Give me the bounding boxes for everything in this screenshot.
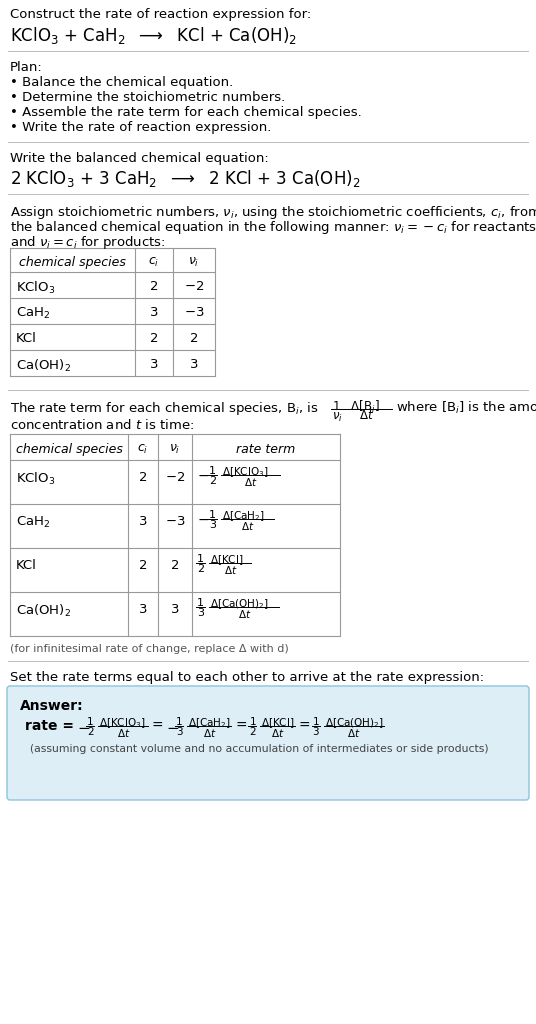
Text: $\Delta$[KClO$_3$]: $\Delta$[KClO$_3$] (99, 716, 145, 730)
Text: 3: 3 (171, 603, 179, 616)
Text: 2: 2 (197, 564, 204, 574)
Text: 1: 1 (209, 510, 216, 520)
Text: $-$: $-$ (166, 719, 179, 734)
Text: =: = (235, 719, 247, 733)
Text: Write the balanced chemical equation:: Write the balanced chemical equation: (10, 152, 269, 165)
Text: • Determine the stoichiometric numbers.: • Determine the stoichiometric numbers. (10, 91, 285, 104)
Text: 3: 3 (190, 358, 198, 371)
Text: 2: 2 (87, 727, 94, 737)
Text: $-3$: $-3$ (184, 306, 204, 319)
Text: KCl: KCl (16, 559, 37, 572)
Text: 2 KClO$_3$ + 3 CaH$_2$  $\longrightarrow$  2 KCl + 3 Ca(OH)$_2$: 2 KClO$_3$ + 3 CaH$_2$ $\longrightarrow$… (10, 168, 361, 189)
Text: Assign stoichiometric numbers, $\nu_i$, using the stoichiometric coefficients, $: Assign stoichiometric numbers, $\nu_i$, … (10, 204, 536, 221)
Text: $-$: $-$ (197, 468, 209, 482)
Text: 1: 1 (197, 554, 204, 564)
Text: $\Delta t$: $\Delta t$ (203, 727, 217, 739)
Text: $-2$: $-2$ (184, 280, 204, 293)
Text: =: = (299, 719, 310, 733)
Text: rate =: rate = (25, 719, 74, 733)
Text: (for infinitesimal rate of change, replace Δ with d): (for infinitesimal rate of change, repla… (10, 644, 289, 654)
Text: $\nu_i$     $\Delta t$: $\nu_i$ $\Delta t$ (332, 409, 375, 424)
Text: 2: 2 (209, 476, 216, 486)
Text: 2: 2 (150, 280, 158, 293)
Text: Construct the rate of reaction expression for:: Construct the rate of reaction expressio… (10, 8, 311, 22)
Text: Ca(OH)$_2$: Ca(OH)$_2$ (16, 603, 71, 620)
Text: chemical species: chemical species (19, 256, 126, 269)
Text: 3: 3 (312, 727, 319, 737)
Text: 1: 1 (209, 466, 216, 476)
Text: $\Delta$[Ca(OH)$_2$]: $\Delta$[Ca(OH)$_2$] (210, 597, 269, 610)
Text: • Balance the chemical equation.: • Balance the chemical equation. (10, 76, 233, 89)
Text: 1: 1 (249, 717, 256, 727)
Text: $\Delta$[KCl]: $\Delta$[KCl] (262, 716, 295, 730)
Text: $\Delta$[CaH$_2$]: $\Delta$[CaH$_2$] (188, 716, 230, 730)
Text: $-3$: $-3$ (165, 515, 185, 528)
Text: $c_i$: $c_i$ (137, 443, 148, 456)
Text: $\Delta$[KClO$_3$]: $\Delta$[KClO$_3$] (222, 465, 269, 479)
Text: and $\nu_i = c_i$ for products:: and $\nu_i = c_i$ for products: (10, 234, 166, 251)
Text: $-$: $-$ (197, 512, 209, 526)
Text: $\Delta t$: $\Delta t$ (271, 727, 285, 739)
Text: rate term: rate term (236, 443, 296, 456)
Text: CaH$_2$: CaH$_2$ (16, 306, 50, 322)
FancyBboxPatch shape (7, 686, 529, 800)
Text: 2: 2 (249, 727, 256, 737)
Text: $\Delta t$: $\Delta t$ (347, 727, 361, 739)
Text: $\Delta t$: $\Delta t$ (117, 727, 130, 739)
Text: Answer:: Answer: (20, 699, 84, 713)
Text: 3: 3 (139, 515, 147, 528)
Text: 3: 3 (209, 520, 216, 530)
Text: the balanced chemical equation in the following manner: $\nu_i = -c_i$ for react: the balanced chemical equation in the fo… (10, 219, 536, 236)
Text: 3: 3 (176, 727, 182, 737)
Text: KClO$_3$: KClO$_3$ (16, 280, 55, 296)
Text: KCl: KCl (16, 332, 37, 345)
Text: 3: 3 (197, 608, 204, 618)
Text: Set the rate terms equal to each other to arrive at the rate expression:: Set the rate terms equal to each other t… (10, 671, 484, 684)
Text: $\Delta$[Ca(OH)$_2$]: $\Delta$[Ca(OH)$_2$] (325, 716, 384, 730)
Text: • Write the rate of reaction expression.: • Write the rate of reaction expression. (10, 121, 271, 134)
Text: $\nu_i$: $\nu_i$ (169, 443, 181, 456)
Text: concentration and $t$ is time:: concentration and $t$ is time: (10, 418, 194, 432)
Text: Plan:: Plan: (10, 61, 43, 74)
Text: KClO$_3$ + CaH$_2$  $\longrightarrow$  KCl + Ca(OH)$_2$: KClO$_3$ + CaH$_2$ $\longrightarrow$ KCl… (10, 25, 297, 46)
Text: $\Delta t$: $\Delta t$ (224, 564, 237, 575)
Text: $-2$: $-2$ (165, 471, 185, 484)
Text: Ca(OH)$_2$: Ca(OH)$_2$ (16, 358, 71, 374)
Text: 1: 1 (87, 717, 94, 727)
Text: 2: 2 (190, 332, 198, 345)
Text: The rate term for each chemical species, B$_i$, is: The rate term for each chemical species,… (10, 400, 318, 417)
Text: $\Delta$[KCl]: $\Delta$[KCl] (210, 553, 243, 567)
Text: $\Delta$[CaH$_2$]: $\Delta$[CaH$_2$] (222, 509, 265, 523)
Text: 3: 3 (139, 603, 147, 616)
Text: chemical species: chemical species (16, 443, 122, 456)
Text: 1: 1 (176, 717, 182, 727)
Text: 1: 1 (197, 598, 204, 608)
Text: 2: 2 (150, 332, 158, 345)
Text: KClO$_3$: KClO$_3$ (16, 471, 55, 487)
Text: 3: 3 (150, 358, 158, 371)
Text: $\nu_i$: $\nu_i$ (188, 256, 200, 269)
Text: 2: 2 (171, 559, 179, 572)
Text: $\Delta t$: $\Delta t$ (237, 608, 251, 620)
Text: 2: 2 (139, 559, 147, 572)
Text: $\Delta t$: $\Delta t$ (244, 476, 257, 488)
Text: where [B$_i$] is the amount: where [B$_i$] is the amount (396, 400, 536, 416)
Text: 3: 3 (150, 306, 158, 319)
Text: 1: 1 (312, 717, 319, 727)
Text: =: = (152, 719, 163, 733)
Text: CaH$_2$: CaH$_2$ (16, 515, 50, 530)
Text: $c_i$: $c_i$ (148, 256, 160, 269)
Text: 1   $\Delta$[B$_i$]: 1 $\Delta$[B$_i$] (332, 399, 379, 415)
Text: $-$: $-$ (77, 719, 90, 734)
Text: 2: 2 (139, 471, 147, 484)
Text: $\Delta t$: $\Delta t$ (241, 520, 255, 532)
Text: • Assemble the rate term for each chemical species.: • Assemble the rate term for each chemic… (10, 106, 362, 119)
Text: (assuming constant volume and no accumulation of intermediates or side products): (assuming constant volume and no accumul… (30, 744, 489, 754)
